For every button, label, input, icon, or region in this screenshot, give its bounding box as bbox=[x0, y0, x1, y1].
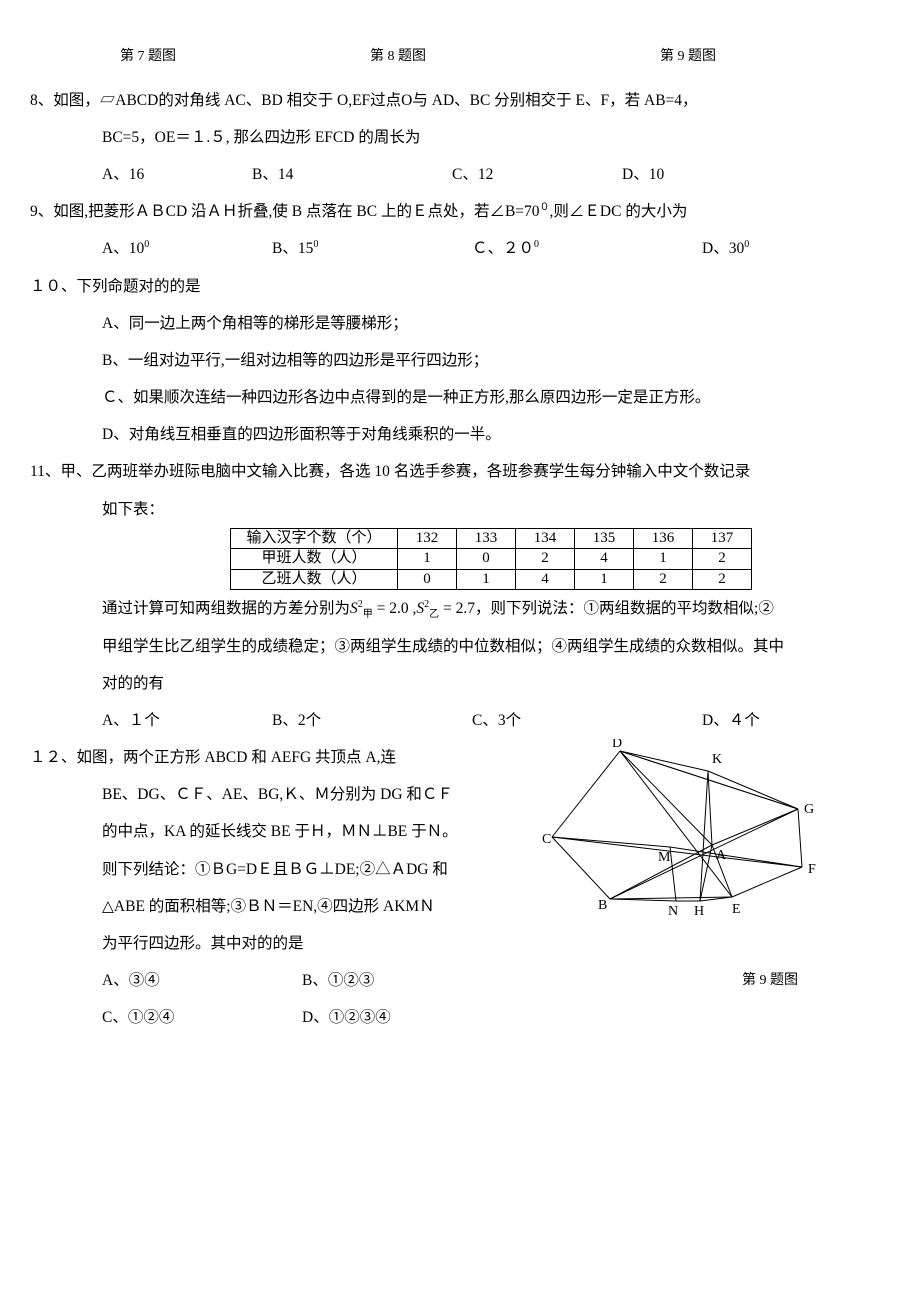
table-row: 甲班人数（人） 1 0 2 4 1 2 bbox=[231, 549, 752, 570]
q12-options-row1: A、③④ B、①②③ bbox=[102, 962, 470, 999]
q11-number: 11、 bbox=[30, 453, 60, 490]
svg-text:M: M bbox=[658, 850, 671, 865]
q12-opt-a: A、③④ bbox=[102, 962, 302, 999]
table-row: 输入汉字个数（个） 132 133 134 135 136 137 bbox=[231, 528, 752, 549]
q9-text: 如图,把菱形ＡＢCD 沿ＡＨ折叠,使 B 点落在 BC 上的Ｅ点处，若∠B=70 bbox=[53, 203, 539, 220]
q9-text2: ,则∠ＥDC 的大小为 bbox=[550, 203, 688, 220]
svg-text:E: E bbox=[732, 902, 741, 917]
table-row: 乙班人数（人） 0 1 4 1 2 2 bbox=[231, 569, 752, 590]
q9-options: A、100 B、150 Ｃ、２０0 D、300 bbox=[102, 230, 890, 267]
q12-text-block: １２、如图，两个正方形 ABCD 和 AEFG 共顶点 A,连 BE、DG、ＣＦ… bbox=[30, 739, 470, 1037]
question-11: 11、甲、乙两班举办班际电脑中文输入比赛，各选 10 名选手参赛，各班参赛学生每… bbox=[30, 453, 890, 739]
q11-opt-d: D、４个 bbox=[702, 702, 760, 739]
q8-opt-d: D、10 bbox=[622, 156, 664, 193]
question-12: １２、如图，两个正方形 ABCD 和 AEFG 共顶点 A,连 BE、DG、ＣＦ… bbox=[30, 739, 890, 1037]
q11-opt-c: C、3个 bbox=[472, 702, 702, 739]
svg-text:K: K bbox=[712, 752, 722, 767]
q12-options-row2: C、①②④ D、①②③④ bbox=[102, 999, 470, 1036]
svg-text:B: B bbox=[598, 898, 607, 913]
q9-opt-b: B、150 bbox=[272, 230, 472, 267]
q8-opt-a: A、16 bbox=[102, 156, 252, 193]
q12-diagram-svg: D K C M A G F B N H E bbox=[540, 739, 820, 924]
fig9-label: 第 9 题图 bbox=[660, 40, 716, 74]
q10-opt-b: B、一组对边平行,一组对边相等的四边形是平行四边形； bbox=[102, 342, 890, 379]
q11-options: A、１个 B、2个 C、3个 D、４个 bbox=[102, 702, 890, 739]
q11-line5: 对的的有 bbox=[102, 665, 890, 702]
q12-l2: BE、DG、ＣＦ、AE、BG,Ｋ、Ｍ分别为 DG 和ＣＦ bbox=[102, 776, 470, 813]
svg-text:H: H bbox=[694, 904, 704, 919]
question-8: 8、如图，▱ABCD的对角线 AC、BD 相交于 O,EF过点O与 AD、BC … bbox=[30, 82, 890, 194]
q12-opt-d: D、①②③④ bbox=[302, 999, 391, 1036]
q8-opt-c: C、12 bbox=[452, 156, 622, 193]
q12-number: １２、 bbox=[30, 739, 77, 776]
q11-opt-b: B、2个 bbox=[272, 702, 472, 739]
q8-opt-b: B、14 bbox=[252, 156, 452, 193]
q12-l3: 的中点，KA 的延长线交 BE 于Ｈ，ＭＮ⊥BE 于Ｎ。 bbox=[102, 813, 470, 850]
q12-l1: 如图，两个正方形 ABCD 和 AEFG 共顶点 A,连 bbox=[77, 749, 396, 766]
q11-line1: 甲、乙两班举办班际电脑中文输入比赛，各选 10 名选手参赛，各班参赛学生每分钟输… bbox=[60, 463, 750, 480]
q8-number: 8、 bbox=[30, 82, 53, 119]
q12-figcaption: 第 9 题图 bbox=[650, 964, 890, 998]
svg-text:N: N bbox=[668, 904, 678, 919]
q11-table: 输入汉字个数（个） 132 133 134 135 136 137 甲班人数（人… bbox=[230, 528, 752, 591]
q9-opt-a: A、100 bbox=[102, 230, 272, 267]
q10-opt-c: Ｃ、如果顺次连结一种四边形各边中点得到的是一种正方形,那么原四边形一定是正方形。 bbox=[102, 379, 890, 416]
svg-text:F: F bbox=[808, 862, 816, 877]
q10-opt-d: D、对角线互相垂直的四边形面积等于对角线乘积的一半。 bbox=[102, 416, 890, 453]
figure-labels-row: 第 7 题图 第 8 题图 第 9 题图 bbox=[120, 40, 890, 74]
question-9: 9、如图,把菱形ＡＢCD 沿ＡＨ折叠,使 B 点落在 BC 上的Ｅ点处，若∠B=… bbox=[30, 193, 890, 267]
q11-line3: 通过计算可知两组数据的方差分别为S2甲 = 2.0 ,S2乙 = 2.7，则下列… bbox=[102, 590, 890, 627]
q11-line2: 如下表： bbox=[102, 491, 890, 528]
fig8-label: 第 8 题图 bbox=[370, 40, 660, 74]
q8-line2: BC=5，OE＝１.５, 那么四边形 EFCD 的周长为 bbox=[102, 119, 890, 156]
q12-l4: 则下列结论：①ＢG=DＥ且ＢＧ⊥DE;②△ＡDG 和 bbox=[102, 851, 470, 888]
q11-opt-a: A、１个 bbox=[102, 702, 272, 739]
q12-opt-b: B、①②③ bbox=[302, 962, 374, 999]
q9-opt-c: Ｃ、２０0 bbox=[472, 230, 702, 267]
q10-opt-a: A、同一边上两个角相等的梯形是等腰梯形； bbox=[102, 305, 890, 342]
q8-options: A、16 B、14 C、12 D、10 bbox=[102, 156, 890, 193]
svg-text:D: D bbox=[612, 739, 622, 751]
q12-figure: D K C M A G F B N H E 第 9 题图 bbox=[470, 739, 890, 998]
q12-opt-c: C、①②④ bbox=[102, 999, 302, 1036]
q10-title: 下列命题对的的是 bbox=[77, 278, 201, 295]
q9-opt-d: D、300 bbox=[702, 230, 749, 267]
svg-text:A: A bbox=[716, 848, 727, 863]
th-label: 输入汉字个数（个） bbox=[231, 528, 398, 549]
svg-text:G: G bbox=[804, 802, 814, 817]
q11-line4: 甲组学生比乙组学生的成绩稳定；③两组学生成绩的中位数相似；④两组学生成绩的众数相… bbox=[102, 628, 890, 665]
q12-l5: △ABE 的面积相等;③ＢＮ＝EN,④四边形 AKMＮ bbox=[102, 888, 470, 925]
fig7-label: 第 7 题图 bbox=[120, 40, 370, 74]
q12-l6: 为平行四边形。其中对的的是 bbox=[102, 925, 470, 962]
q10-number: １０、 bbox=[30, 268, 77, 305]
q9-sup1: ０ bbox=[540, 202, 550, 213]
question-10: １０、下列命题对的的是 A、同一边上两个角相等的梯形是等腰梯形； B、一组对边平… bbox=[30, 268, 890, 454]
q8-line1: 如图，▱ABCD的对角线 AC、BD 相交于 O,EF过点O与 AD、BC 分别… bbox=[53, 92, 697, 109]
svg-text:C: C bbox=[542, 832, 551, 847]
q9-number: 9、 bbox=[30, 193, 53, 230]
